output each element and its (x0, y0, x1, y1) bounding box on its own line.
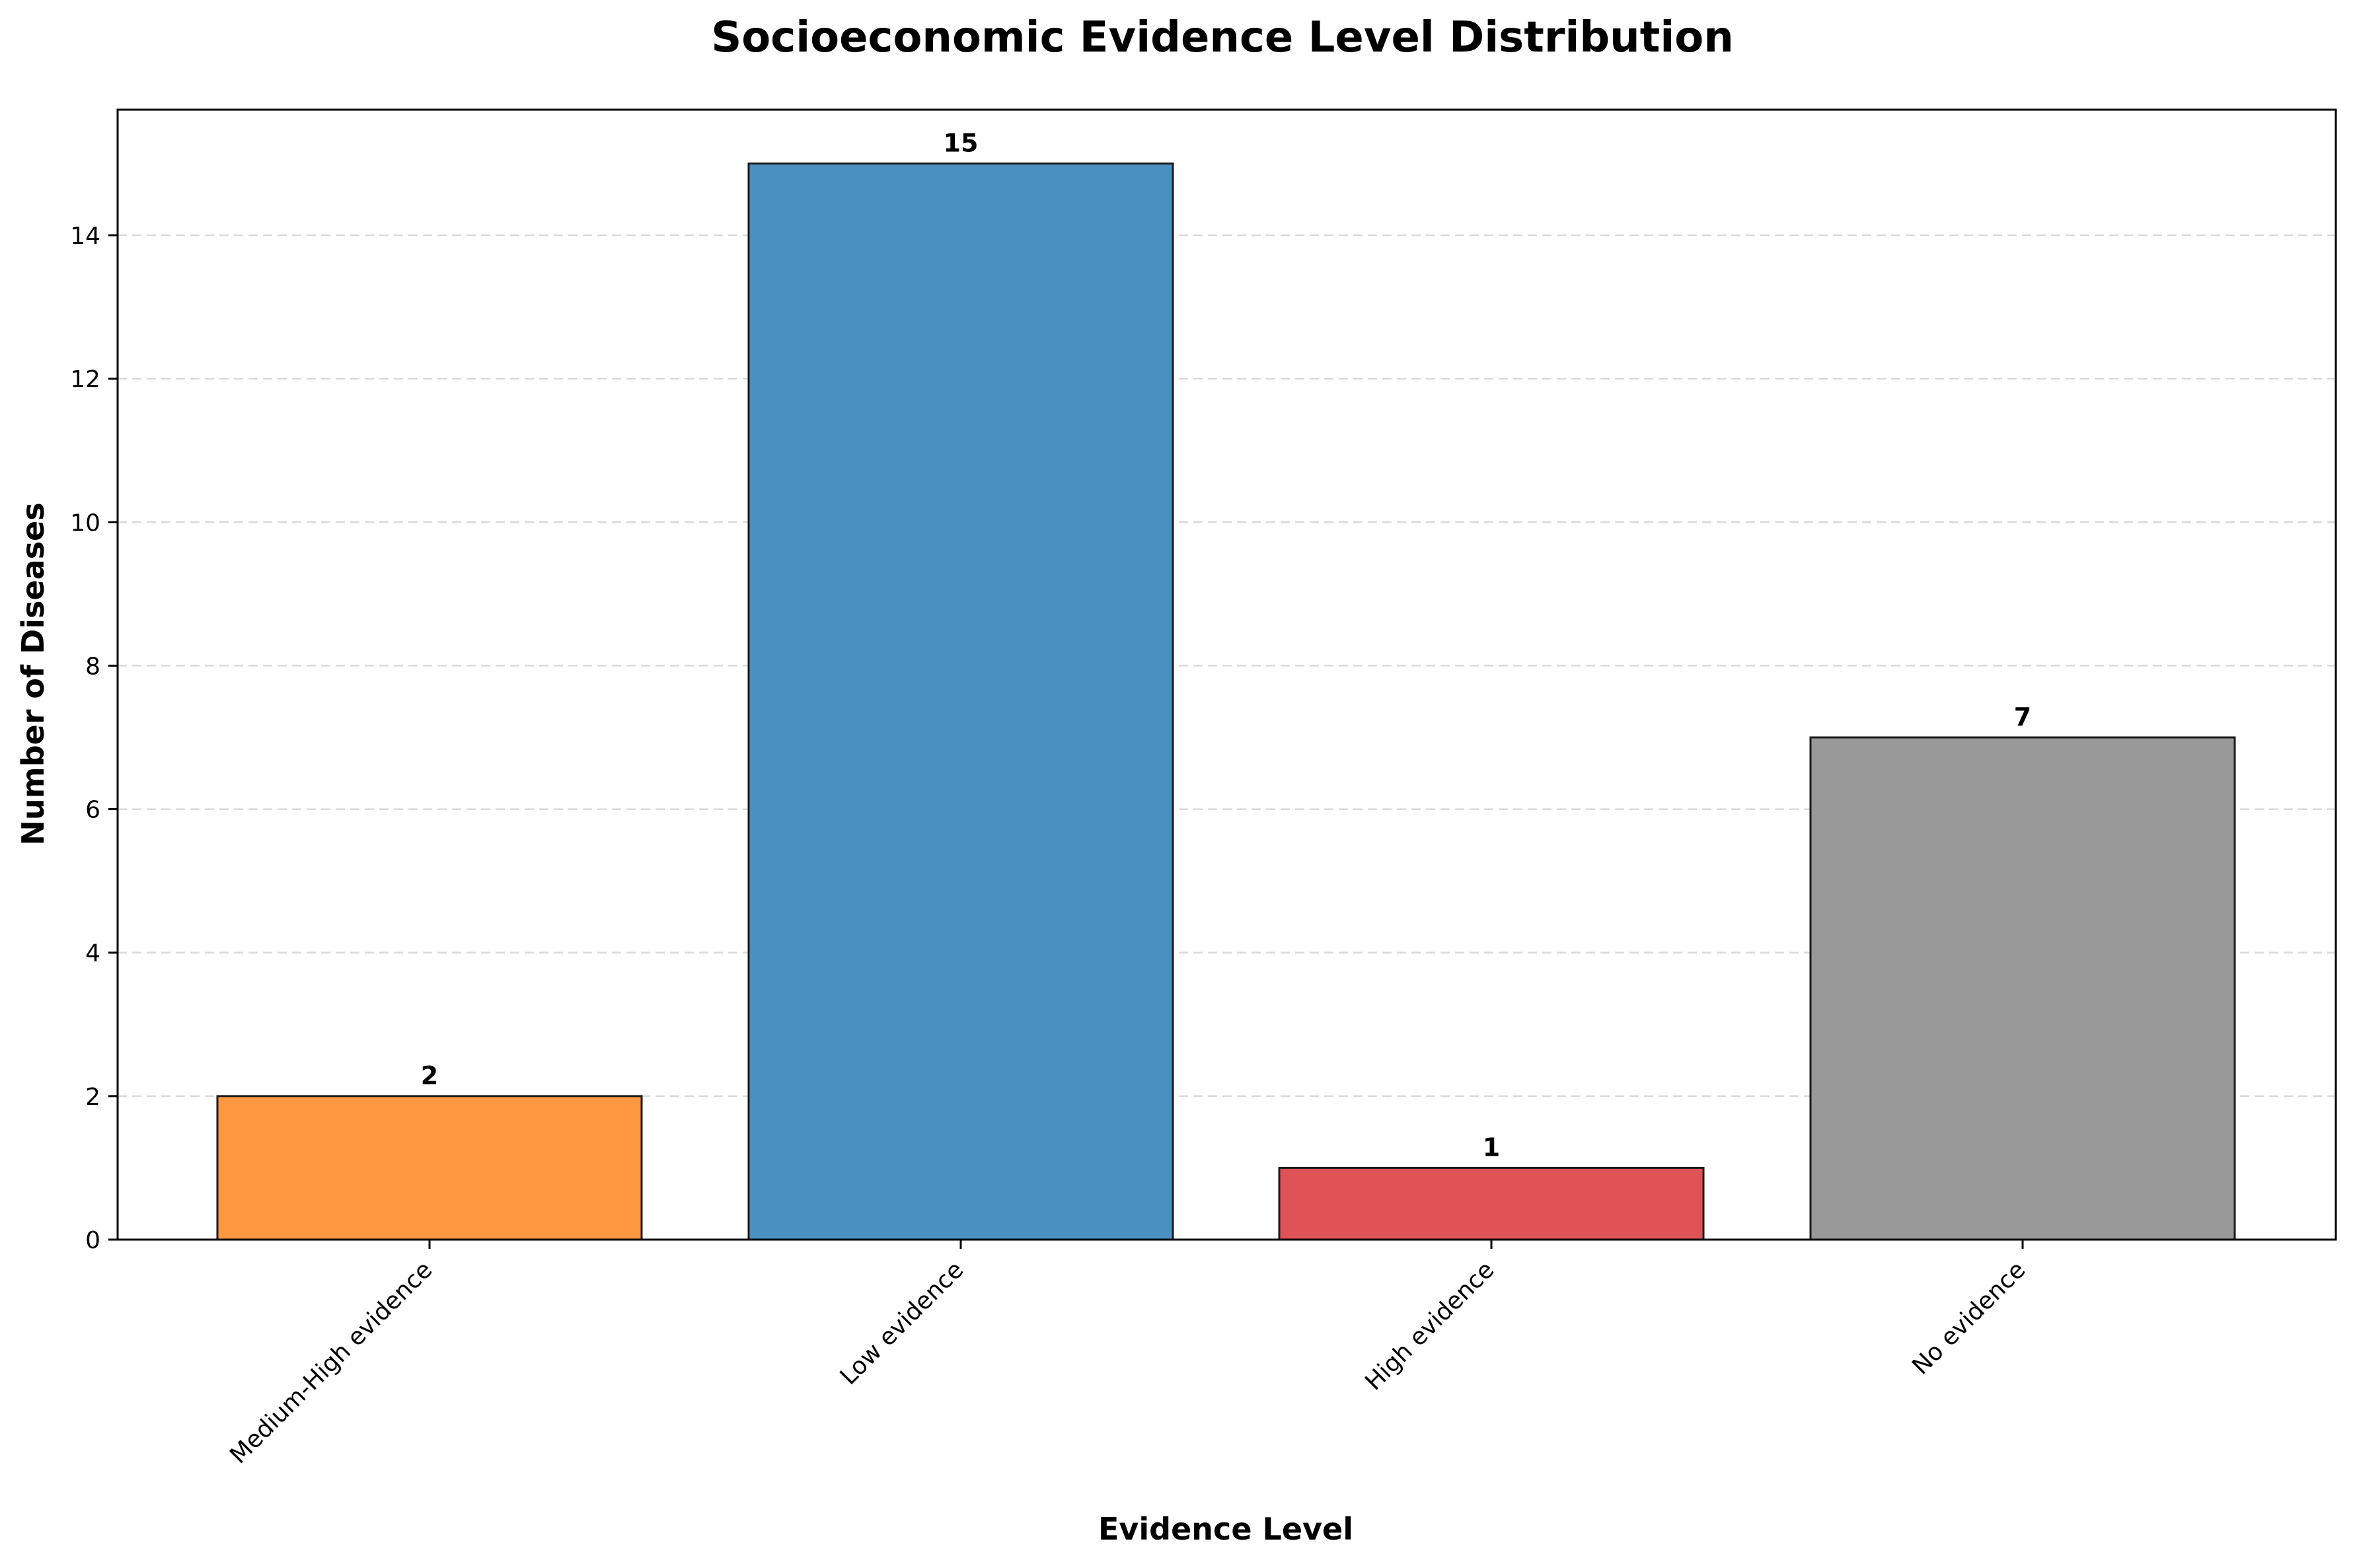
x-tick-label: Medium-High evidence (225, 1256, 437, 1469)
y-tick-label: 2 (85, 1084, 100, 1111)
x-tick-label: High evidence (1360, 1256, 1499, 1396)
bar (1278, 1166, 1705, 1241)
data-label: 2 (421, 1061, 438, 1090)
y-axis-ticks: 0 2 4 6 8 10 12 14 (70, 223, 118, 1254)
chart-title: Socioeconomic Evidence Level Distributio… (711, 13, 1734, 62)
grid-lines (118, 234, 2336, 1098)
x-axis-ticks: Medium-High evidence Low evidence High evi… (225, 1240, 2031, 1469)
bar (1809, 736, 2236, 1241)
y-tick-label: 4 (85, 940, 100, 967)
y-tick-label: 6 (85, 797, 100, 824)
y-tick-label: 0 (85, 1227, 100, 1254)
y-axis-label: Number of Diseases (15, 502, 51, 845)
y-tick-label: 8 (85, 653, 100, 680)
y-tick-label: 10 (70, 509, 100, 537)
bars: 2 15 1 7 (216, 128, 2236, 1241)
data-label: 7 (2014, 702, 2031, 731)
y-tick-label: 14 (70, 223, 100, 250)
y-tick-label: 12 (70, 366, 100, 393)
x-tick-label: Low evidence (835, 1256, 969, 1390)
x-tick-label: No evidence (1907, 1256, 2031, 1380)
plot-frame (116, 108, 2337, 1241)
x-axis-label: Evidence Level (1098, 1511, 1353, 1547)
bar (747, 162, 1174, 1241)
data-label: 15 (944, 128, 979, 157)
bar (216, 1095, 643, 1241)
data-label: 1 (1483, 1133, 1500, 1162)
